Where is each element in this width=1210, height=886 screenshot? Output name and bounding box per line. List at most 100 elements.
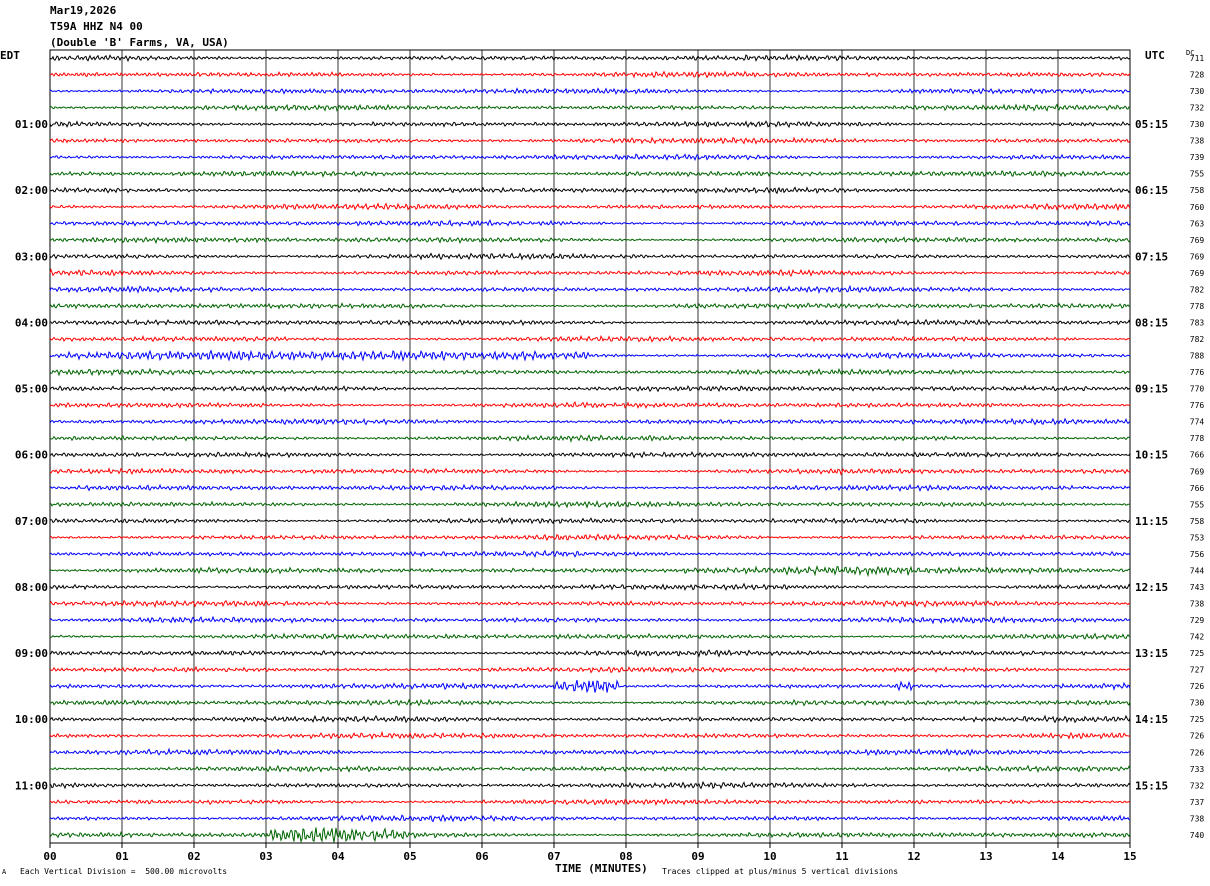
dc-offset-label-17: 782 xyxy=(1190,335,1205,344)
dc-offset-label-44: 732 xyxy=(1190,781,1205,790)
dc-offset-label-8: 758 xyxy=(1190,186,1205,195)
trace-19 xyxy=(49,367,1131,377)
trace-46 xyxy=(49,814,1131,823)
hour-label-right-9: 14:15 xyxy=(1135,713,1168,726)
trace-38 xyxy=(49,679,1131,694)
dc-offset-label-7: 755 xyxy=(1190,170,1205,179)
dc-offset-label-22: 774 xyxy=(1190,418,1205,427)
trace-35 xyxy=(49,632,1131,641)
dc-offset-label-24: 766 xyxy=(1190,451,1205,460)
hour-label-right-5: 10:15 xyxy=(1135,449,1168,462)
x-tick-label-07: 07 xyxy=(547,850,560,863)
hour-label-right-8: 13:15 xyxy=(1135,647,1168,660)
x-tick-label-13: 13 xyxy=(979,850,992,863)
hour-label-right-10: 15:15 xyxy=(1135,779,1168,792)
trace-40 xyxy=(49,714,1131,724)
dc-offset-label-43: 733 xyxy=(1190,765,1205,774)
dc-offset-label-32: 743 xyxy=(1190,583,1205,592)
trace-11 xyxy=(49,236,1131,245)
dc-offset-label-9: 760 xyxy=(1190,203,1205,212)
plot-frame xyxy=(49,49,1131,844)
dc-offset-label-18: 788 xyxy=(1190,352,1205,361)
hour-label-right-7: 12:15 xyxy=(1135,581,1168,594)
hour-label-left-4: 05:00 xyxy=(15,383,48,396)
dc-offset-label-31: 744 xyxy=(1190,566,1205,575)
trace-0 xyxy=(49,53,1131,63)
trace-24 xyxy=(49,450,1131,459)
trace-16 xyxy=(49,318,1131,327)
trace-10 xyxy=(49,219,1131,228)
trace-18 xyxy=(49,349,1131,362)
dc-offset-label-3: 732 xyxy=(1190,104,1205,113)
dc-offset-label-0: 711 xyxy=(1190,54,1205,63)
hour-label-left-5: 06:00 xyxy=(15,449,48,462)
dc-offset-label-2: 730 xyxy=(1190,87,1205,96)
dc-offset-label-6: 739 xyxy=(1190,153,1205,162)
trace-9 xyxy=(49,202,1131,212)
trace-28 xyxy=(49,517,1131,526)
hour-label-right-6: 11:15 xyxy=(1135,515,1168,528)
timezone-left-label: EDT xyxy=(0,49,20,62)
corner-mark: A xyxy=(2,868,7,876)
trace-41 xyxy=(49,730,1131,741)
trace-14 xyxy=(49,284,1131,295)
dc-offset-label-19: 776 xyxy=(1190,368,1205,377)
hour-label-left-7: 08:00 xyxy=(15,581,48,594)
dc-offset-label-42: 726 xyxy=(1190,748,1205,757)
dc-offset-label-11: 769 xyxy=(1190,236,1205,245)
dc-offset-label-21: 776 xyxy=(1190,401,1205,410)
hour-label-right-1: 06:15 xyxy=(1135,184,1168,197)
trace-13 xyxy=(49,268,1131,278)
hour-label-left-6: 07:00 xyxy=(15,515,48,528)
dc-offset-label-40: 725 xyxy=(1190,715,1205,724)
trace-4 xyxy=(49,120,1131,129)
clip-note: Traces clipped at plus/minus 5 vertical … xyxy=(662,867,899,876)
trace-6 xyxy=(49,153,1131,161)
trace-34 xyxy=(49,615,1131,625)
dc-offset-label-36: 725 xyxy=(1190,649,1205,658)
dc-offset-label-15: 778 xyxy=(1190,302,1205,311)
dc-offset-label-29: 753 xyxy=(1190,533,1205,542)
trace-5 xyxy=(49,136,1131,145)
trace-44 xyxy=(49,780,1131,790)
dc-offset-label-16: 783 xyxy=(1190,318,1205,327)
dc-offset-label-1: 728 xyxy=(1190,71,1205,80)
vertical-scale-note: Each Vertical Division = 500.00 microvol… xyxy=(20,867,228,876)
trace-30 xyxy=(49,549,1131,559)
trace-42 xyxy=(49,747,1130,757)
trace-21 xyxy=(49,401,1131,410)
dc-offset-label-41: 726 xyxy=(1190,732,1205,741)
trace-31 xyxy=(49,565,1131,578)
hour-label-left-2: 03:00 xyxy=(15,250,48,263)
trace-22 xyxy=(49,417,1131,426)
trace-8 xyxy=(49,186,1131,195)
x-tick-label-12: 12 xyxy=(907,850,920,863)
trace-7 xyxy=(49,170,1131,178)
hour-label-left-1: 02:00 xyxy=(15,184,48,197)
trace-36 xyxy=(49,649,1131,658)
trace-37 xyxy=(49,665,1131,674)
x-tick-label-03: 03 xyxy=(259,850,272,863)
dc-offset-label-37: 727 xyxy=(1190,666,1205,675)
x-tick-label-15: 15 xyxy=(1123,850,1136,863)
trace-27 xyxy=(49,499,1131,509)
x-tick-label-11: 11 xyxy=(835,850,849,863)
trace-17 xyxy=(49,334,1131,343)
trace-32 xyxy=(49,582,1131,592)
dc-offset-label-4: 730 xyxy=(1190,120,1205,129)
dc-offset-label-47: 740 xyxy=(1190,831,1205,840)
dc-offset-label-34: 729 xyxy=(1190,616,1205,625)
hour-label-right-2: 07:15 xyxy=(1135,250,1168,263)
x-tick-label-09: 09 xyxy=(691,850,704,863)
dc-offset-label-28: 758 xyxy=(1190,517,1205,526)
header-station: T59A HHZ N4 00 xyxy=(50,20,143,33)
trace-23 xyxy=(49,434,1131,443)
dc-offset-label-14: 782 xyxy=(1190,285,1205,294)
dc-offset-label-38: 726 xyxy=(1190,682,1205,691)
trace-29 xyxy=(50,533,1131,542)
trace-2 xyxy=(49,87,1131,95)
trace-45 xyxy=(49,798,1131,807)
x-tick-label-05: 05 xyxy=(403,850,416,863)
hour-label-left-9: 10:00 xyxy=(15,713,48,726)
trace-33 xyxy=(49,599,1131,609)
